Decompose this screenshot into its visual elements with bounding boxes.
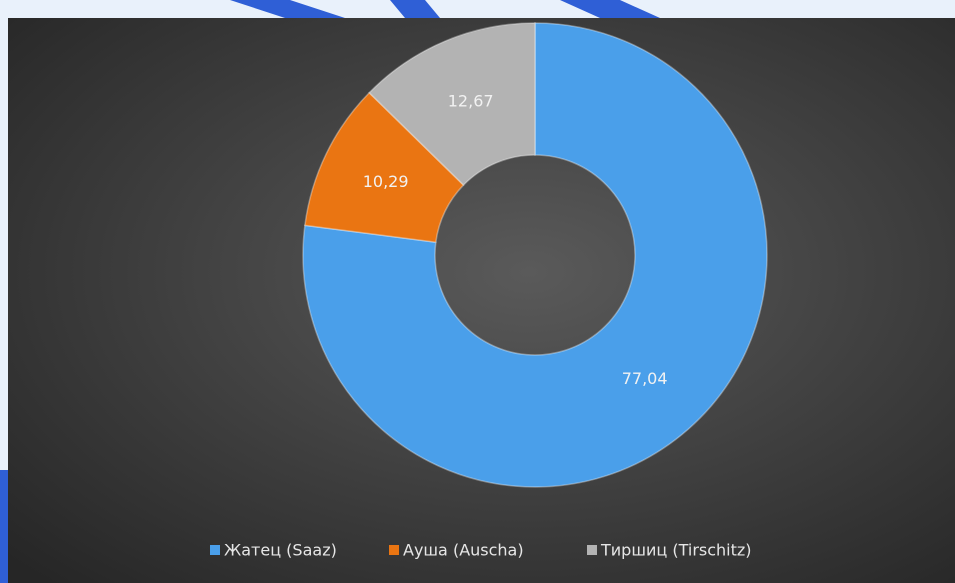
decor-stripe <box>0 470 8 583</box>
legend-label: Тиршиц (Tirschitz) <box>600 541 752 560</box>
legend-marker <box>210 545 220 555</box>
legend: Жатец (Saaz) Ауша (Auscha) Тиршиц (Tirschi… <box>210 541 752 560</box>
donut-slice <box>304 91 465 244</box>
data-label: 12,67 <box>448 91 494 110</box>
legend-label: Жатец (Saaz) <box>224 541 337 560</box>
donut-slice <box>368 22 536 187</box>
decor-stripe <box>560 0 660 18</box>
legend-label: Ауша (Auscha) <box>403 541 524 560</box>
data-label: 10,29 <box>363 172 409 191</box>
legend-marker <box>587 545 597 555</box>
decor-stripe <box>230 0 345 18</box>
decor-stripe <box>390 0 440 18</box>
plot-area: 77,04 10,29 12,67 <box>302 22 768 488</box>
data-label: 77,04 <box>622 369 668 388</box>
donut-slice <box>302 22 768 488</box>
legend-marker <box>389 545 399 555</box>
